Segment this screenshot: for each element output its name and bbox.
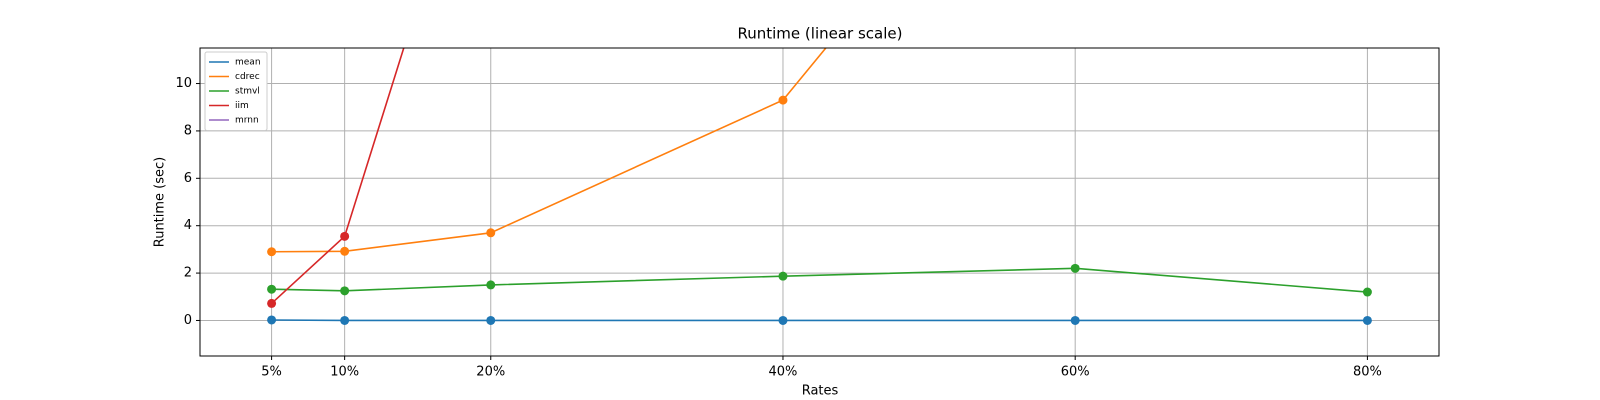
chart-title: Runtime (linear scale) xyxy=(738,25,903,43)
x-tick-label: 40% xyxy=(769,365,798,380)
marker xyxy=(486,280,496,290)
legend-label: mean xyxy=(235,58,261,68)
marker xyxy=(778,315,788,325)
x-tick-label: 20% xyxy=(476,365,505,380)
marker xyxy=(1362,315,1372,325)
legend-label: mrnn xyxy=(235,116,259,126)
x-tick-label: 10% xyxy=(330,365,359,380)
marker xyxy=(340,286,350,296)
marker xyxy=(1070,263,1080,273)
marker xyxy=(778,95,788,105)
marker xyxy=(340,246,350,256)
marker xyxy=(267,284,277,294)
legend-label: cdrec xyxy=(235,72,260,82)
x-tick-label: 60% xyxy=(1061,365,1090,380)
x-axis-label: Rates xyxy=(802,384,839,399)
y-tick-label: 6 xyxy=(184,171,192,186)
y-tick-label: 2 xyxy=(184,266,192,281)
y-axis-label: Runtime (sec) xyxy=(153,157,168,248)
marker xyxy=(340,315,350,325)
marker xyxy=(486,315,496,325)
y-tick-label: 10 xyxy=(175,76,192,91)
y-tick-label: 0 xyxy=(184,313,192,328)
marker xyxy=(340,231,350,241)
marker xyxy=(1070,315,1080,325)
marker xyxy=(486,228,496,238)
y-tick-label: 8 xyxy=(184,123,192,138)
plot-area xyxy=(267,48,1372,325)
legend-box xyxy=(204,51,268,131)
series-line xyxy=(271,48,405,304)
marker xyxy=(778,271,788,281)
marker xyxy=(267,247,277,257)
marker xyxy=(267,298,277,308)
legend-label: stmvl xyxy=(235,87,260,97)
x-tick-label: 80% xyxy=(1353,365,1382,380)
marker xyxy=(267,315,277,325)
series-line xyxy=(271,48,827,253)
y-tick-label: 4 xyxy=(184,218,192,233)
plot-frame xyxy=(199,47,1440,357)
marker xyxy=(1362,287,1372,297)
series-line xyxy=(271,267,1368,293)
legend-label: iim xyxy=(235,101,249,111)
x-tick-label: 5% xyxy=(261,365,282,380)
